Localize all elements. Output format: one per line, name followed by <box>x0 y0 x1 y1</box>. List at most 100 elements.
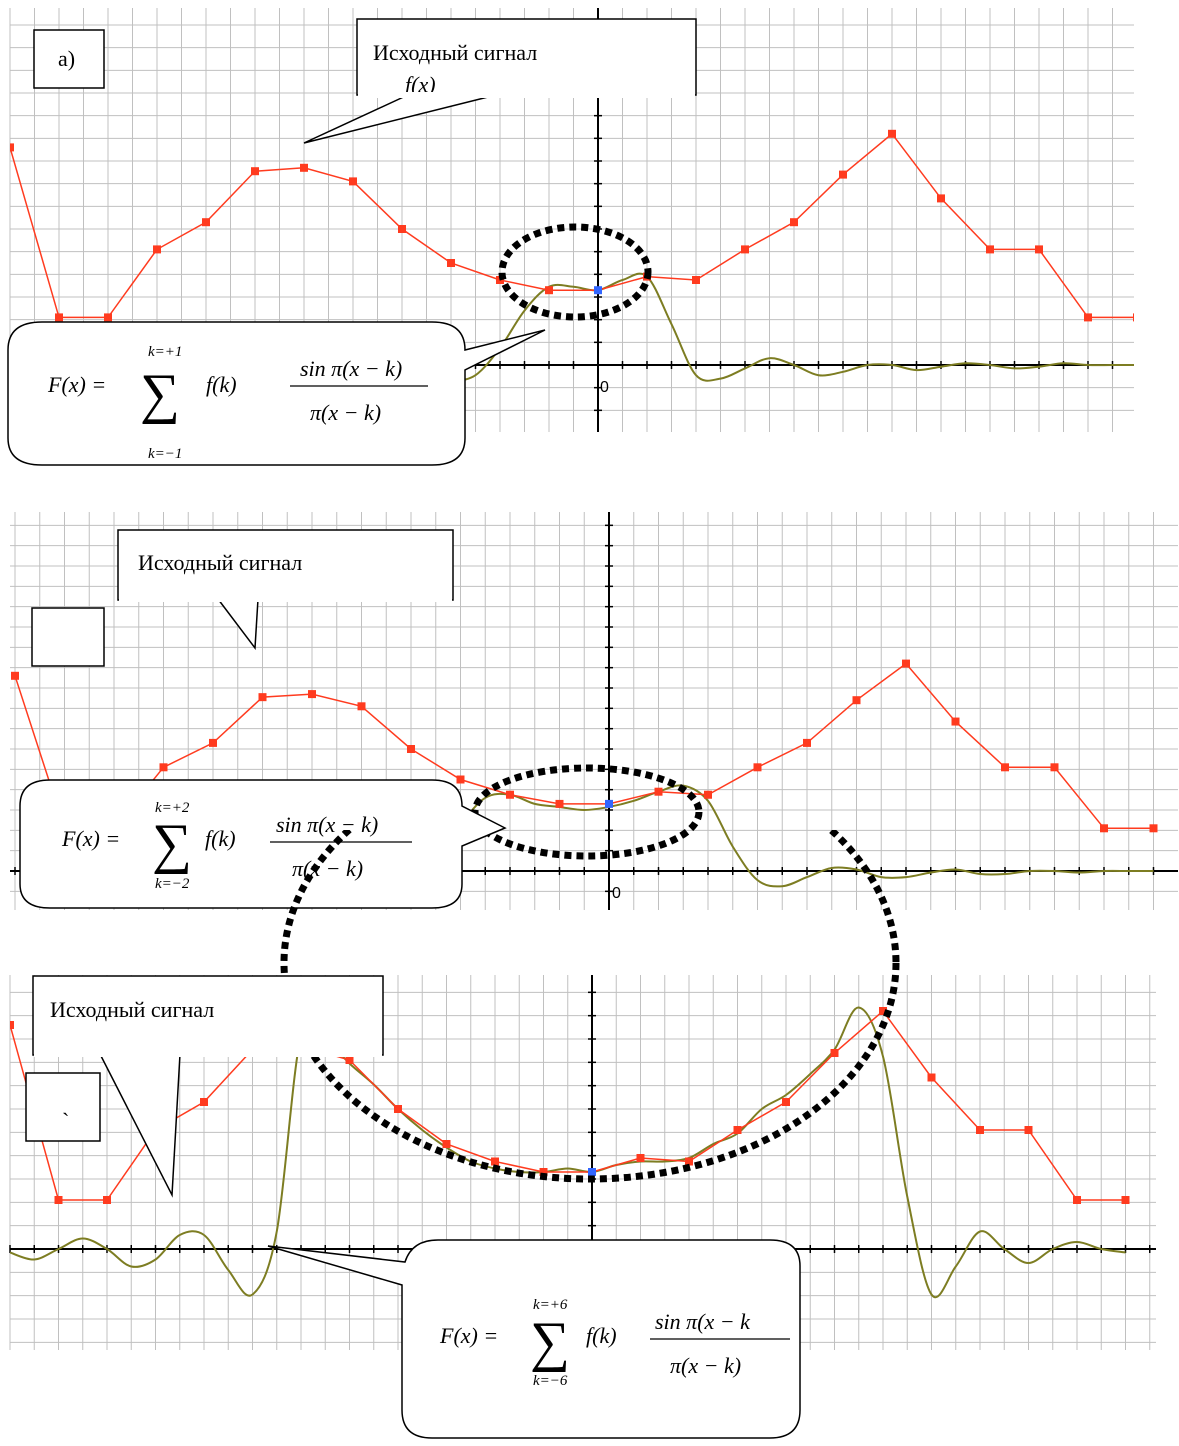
signal-point <box>902 659 910 668</box>
sigma-symbol: ∑ <box>152 813 192 875</box>
signal-point <box>251 167 259 176</box>
panel-label-box <box>31 607 105 667</box>
signal-point <box>300 163 308 172</box>
signal-point <box>11 671 19 680</box>
signal-point <box>10 1021 14 1029</box>
highlight-ellipse <box>280 830 900 1183</box>
signal-point-center <box>594 286 602 295</box>
signal-point <box>927 1073 936 1082</box>
signal-line <box>10 1009 1126 1201</box>
signal-point <box>830 1049 839 1057</box>
signal-point <box>506 790 514 799</box>
signal-point <box>951 717 960 726</box>
signal-point <box>839 170 847 179</box>
signal-point <box>803 738 811 747</box>
signal-point <box>202 218 210 227</box>
signal-point <box>1084 313 1092 322</box>
signal-point <box>539 1168 548 1176</box>
formula-numerator: sin π(x − k) <box>300 356 402 381</box>
formula-denominator: π(x − k) <box>292 856 363 881</box>
signal-point <box>1001 763 1009 772</box>
signal-point <box>545 286 553 295</box>
formula-numerator: sin π(x − k <box>655 1309 751 1334</box>
panel-a: 0 а) Исходный сигнал f(x) F(x) = ∑ k=+1 … <box>7 8 1134 466</box>
signal-point <box>636 1154 645 1162</box>
origin-label: 0 <box>600 379 609 396</box>
signal-callout: Исходный сигнал <box>32 975 384 1198</box>
signal-point <box>753 763 762 772</box>
sum-lower-limit: k=−1 <box>148 446 182 462</box>
signal-point <box>888 129 896 138</box>
signal-point <box>308 690 316 699</box>
signal-point <box>1149 824 1158 833</box>
formula-lhs: F(x) = <box>439 1323 498 1348</box>
origin-label: 0 <box>612 885 621 902</box>
plot-area <box>10 129 1134 383</box>
signal-point <box>54 1196 63 1204</box>
panel-label: ` <box>62 1108 69 1133</box>
signal-callout: Исходный сигнал f(x) <box>303 18 697 144</box>
signal-point <box>704 790 712 799</box>
signal-point <box>258 693 267 702</box>
panel-label-box <box>25 1072 101 1142</box>
sum-upper-limit: k=+2 <box>155 800 190 816</box>
signal-point <box>986 245 994 254</box>
signal-point <box>357 702 366 711</box>
signal-point <box>1121 1196 1130 1204</box>
signal-point <box>1100 824 1108 833</box>
formula-factor: f(k) <box>205 826 236 851</box>
signal-point <box>456 775 465 784</box>
signal-point <box>55 313 63 322</box>
grid <box>10 512 1178 910</box>
signal-line <box>10 132 1134 319</box>
signal-point <box>1035 245 1043 254</box>
sum-lower-limit: k=−2 <box>155 876 190 892</box>
formula-lhs: F(x) = <box>61 826 120 851</box>
signal-point <box>733 1126 742 1134</box>
signal-point <box>790 218 798 227</box>
signal-point <box>1133 313 1134 322</box>
sigma-symbol: ∑ <box>140 363 180 425</box>
sigma-symbol: ∑ <box>530 1311 570 1373</box>
signal-point <box>407 745 415 753</box>
signal-callout: Исходный сигнал <box>117 529 454 651</box>
signal-point <box>879 1007 887 1015</box>
signal-point <box>159 763 168 772</box>
sum-upper-limit: k=+1 <box>148 344 182 360</box>
signal-point <box>209 738 217 747</box>
signal-point <box>1050 763 1059 772</box>
reconstruction-line <box>10 1006 1126 1299</box>
signal-point <box>692 276 700 284</box>
highlight-ellipse <box>471 764 703 860</box>
signal-point <box>491 1157 499 1166</box>
formula-lhs: F(x) = <box>47 372 106 397</box>
reconstruction-line <box>450 272 1134 383</box>
panel-label-box <box>33 29 105 89</box>
panel-label: а) <box>58 46 75 71</box>
signal-point <box>153 245 161 254</box>
signal-point <box>394 1105 402 1113</box>
formula-numerator: sin π(x − k) <box>276 812 378 837</box>
signal-line <box>14 662 1154 830</box>
signal-point <box>398 225 406 233</box>
signal-point <box>1073 1196 1081 1204</box>
formula-callout: F(x) = ∑ k=+2 k=−2 f(k) sin π(x − k) π(x… <box>19 779 507 909</box>
highlight-ellipse <box>498 223 652 321</box>
signal-point <box>442 1140 451 1148</box>
signal-point <box>782 1098 790 1106</box>
formula-factor: f(k) <box>206 372 237 397</box>
formula-denominator: π(x − k) <box>670 1353 741 1378</box>
signal-point <box>349 177 357 186</box>
signal-point <box>1024 1126 1033 1134</box>
panel-c: ` Исходный сигнал F(x) = ∑ k=+6 k=−6 f(k… <box>9 830 1156 1439</box>
signal-point <box>200 1098 208 1106</box>
panel-b: 0 Исходный сигнал F(x) = ∑ k=+2 k=−2 f(k… <box>10 512 1178 910</box>
signal-point <box>10 143 14 152</box>
signal-callout-text: Исходный сигнал <box>373 40 537 65</box>
signal-point <box>685 1157 693 1166</box>
signal-callout-fragment: f(x) <box>405 72 436 97</box>
formula-callout: F(x) = ∑ k=+6 k=−6 f(k) sin π(x − k π(x … <box>267 1239 801 1439</box>
signal-point <box>447 259 455 267</box>
signal-point <box>555 799 564 808</box>
